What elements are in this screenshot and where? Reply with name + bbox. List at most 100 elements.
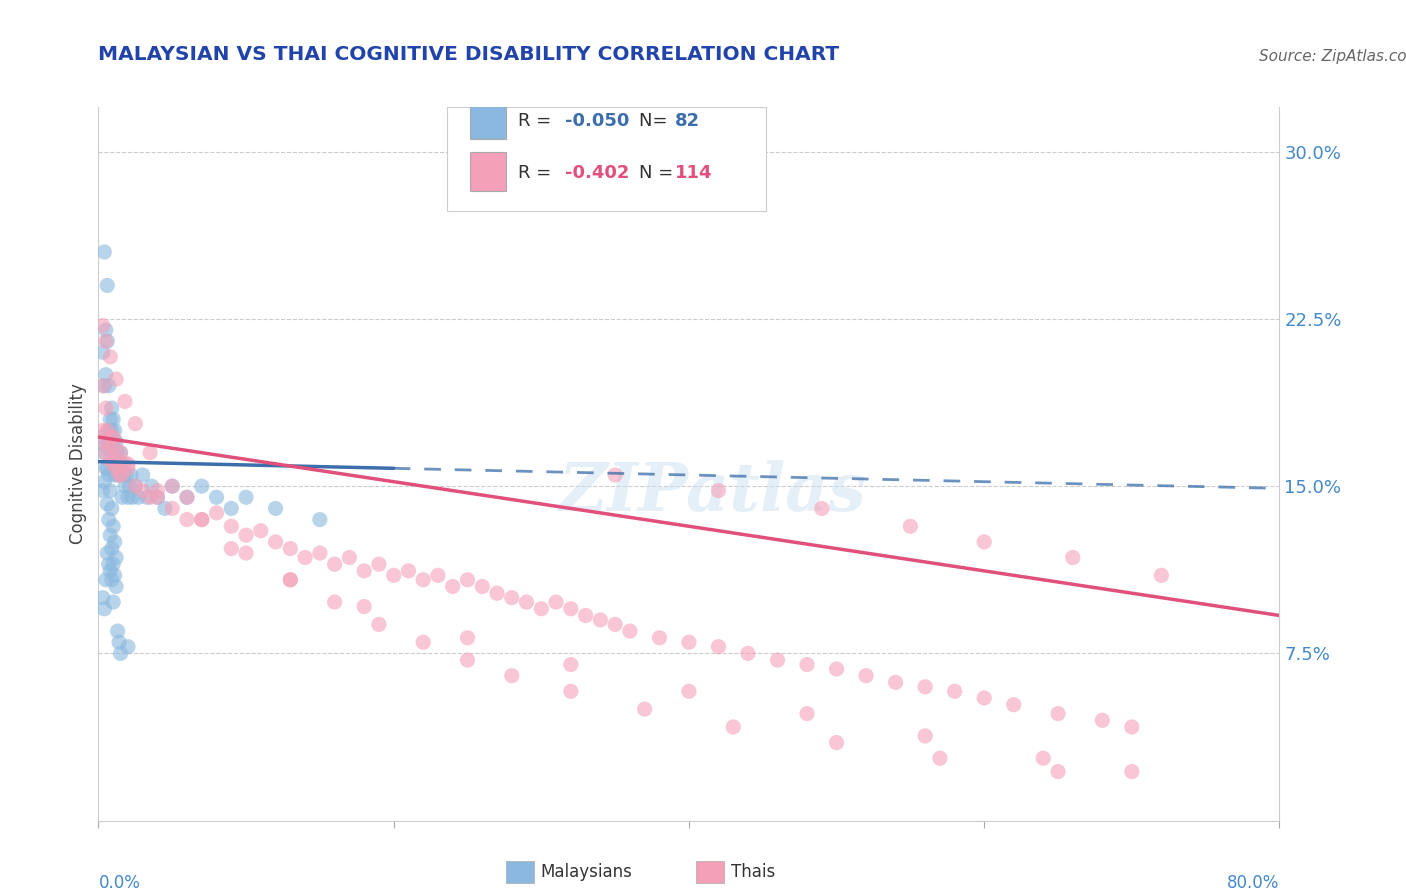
Point (648, 631, 671, 645)
Point (139, 446, 162, 460)
Point (110, 646, 132, 660)
Point (501, 669, 523, 683)
Point (589, 613, 612, 627)
Point (94, 439, 117, 453)
Point (280, 573, 302, 587)
Point (1121, 720, 1143, 734)
Point (914, 729, 936, 743)
Point (97, 424, 120, 438)
Point (127, 491, 149, 505)
Text: Thais: Thais (731, 863, 775, 881)
Y-axis label: Cognitive Disability: Cognitive Disability (69, 384, 87, 544)
Point (103, 557, 125, 572)
Point (141, 479, 163, 493)
Point (94, 573, 117, 587)
Point (221, 541, 243, 556)
Point (108, 457, 131, 471)
Point (162, 479, 183, 493)
Point (412, 635, 434, 649)
Point (146, 483, 169, 498)
Point (973, 690, 995, 705)
Point (107, 468, 129, 483)
Point (796, 657, 818, 672)
Point (94, 334, 117, 349)
Point (103, 457, 125, 471)
Point (100, 573, 122, 587)
Point (107, 624, 129, 639)
Text: 82: 82 (675, 112, 700, 129)
Text: 114: 114 (675, 164, 713, 182)
Point (112, 468, 135, 483)
Point (114, 394, 136, 409)
Point (115, 468, 138, 483)
Point (124, 417, 146, 431)
Point (94, 323, 117, 337)
Point (162, 501, 183, 516)
Point (94, 461, 117, 475)
Point (110, 446, 132, 460)
Point (619, 624, 641, 639)
Point (97, 512, 120, 526)
Point (323, 595, 346, 609)
Point (98, 434, 121, 449)
Point (737, 646, 759, 660)
Point (486, 586, 509, 600)
Point (96, 546, 118, 560)
Point (111, 468, 134, 483)
Point (110, 468, 132, 483)
Point (176, 491, 198, 505)
Point (93, 244, 115, 259)
Point (110, 446, 132, 460)
Point (457, 631, 479, 645)
Text: R =: R = (517, 164, 557, 182)
Text: N=: N= (640, 112, 673, 129)
Point (103, 519, 125, 533)
Point (103, 595, 125, 609)
Point (294, 550, 316, 565)
Point (825, 662, 848, 676)
Point (103, 457, 125, 471)
Point (766, 653, 789, 667)
Point (176, 512, 198, 526)
Point (205, 506, 228, 520)
Text: ZIPatlas: ZIPatlas (558, 460, 866, 524)
Point (471, 580, 494, 594)
Point (546, 595, 568, 609)
Text: Malaysians: Malaysians (540, 863, 631, 881)
Point (91, 591, 114, 605)
Point (191, 479, 214, 493)
Point (100, 501, 122, 516)
Point (96, 424, 118, 438)
Point (94, 446, 117, 460)
Point (280, 541, 302, 556)
Text: N =: N = (640, 164, 679, 182)
Point (605, 468, 627, 483)
Point (678, 635, 700, 649)
Text: R =: R = (517, 112, 557, 129)
Point (96, 278, 118, 293)
Point (382, 568, 405, 582)
Point (98, 412, 121, 426)
Point (250, 524, 273, 538)
Point (914, 680, 936, 694)
Point (97, 378, 120, 392)
Point (943, 684, 966, 698)
Point (94, 368, 117, 382)
Point (221, 519, 243, 533)
Point (118, 479, 141, 493)
Point (427, 568, 450, 582)
Point (1091, 714, 1114, 728)
Bar (471, 100, 506, 139)
Point (368, 617, 391, 632)
Point (100, 541, 122, 556)
Point (114, 457, 136, 471)
Point (1032, 751, 1054, 765)
Bar (471, 152, 506, 191)
Point (91, 345, 114, 359)
Text: Source: ZipAtlas.com: Source: ZipAtlas.com (1258, 49, 1406, 64)
Point (139, 491, 162, 505)
Point (707, 640, 730, 654)
Point (120, 468, 142, 483)
Point (111, 491, 134, 505)
Point (105, 461, 128, 475)
